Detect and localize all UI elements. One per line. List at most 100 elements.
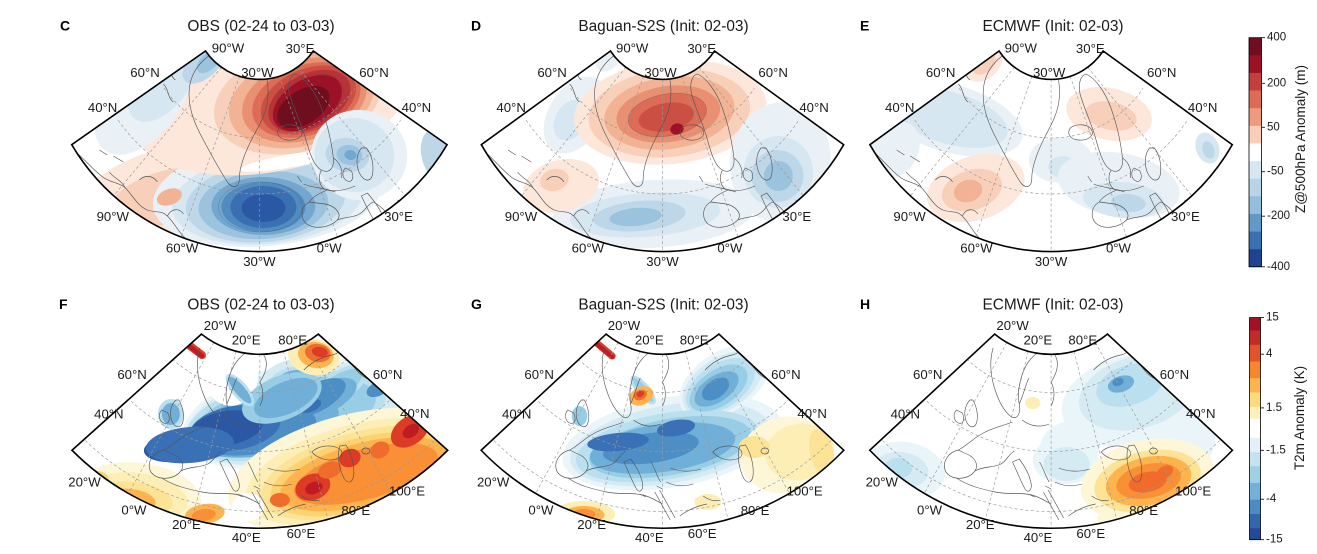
svg-text:30°E: 30°E [782,209,811,224]
svg-text:80°E: 80°E [341,503,370,518]
svg-text:60°N: 60°N [758,65,787,80]
svg-text:40°N: 40°N [502,407,531,422]
svg-text:40°N: 40°N [885,100,914,115]
svg-text:40°N: 40°N [496,100,525,115]
svg-text:100°E: 100°E [389,483,425,498]
svg-text:20°E: 20°E [577,517,606,532]
svg-text:60°N: 60°N [117,367,146,382]
svg-text:D: D [471,18,481,34]
svg-text:20°W: 20°W [866,475,899,490]
svg-text:1.5: 1.5 [1266,402,1282,414]
svg-text:60°N: 60°N [771,367,800,382]
svg-text:30°W: 30°W [241,65,274,80]
svg-text:60°W: 60°W [572,240,605,255]
svg-text:30°E: 30°E [687,41,716,56]
svg-text:-50: -50 [1267,166,1284,178]
svg-text:-400: -400 [1267,261,1290,273]
svg-text:60°N: 60°N [1147,65,1176,80]
svg-text:60°N: 60°N [537,65,566,80]
svg-text:20°W: 20°W [996,318,1029,333]
svg-text:40°N: 40°N [1186,406,1215,421]
svg-text:40°N: 40°N [797,406,826,421]
svg-text:0°W: 0°W [121,503,147,518]
svg-text:60°E: 60°E [1076,526,1105,541]
svg-text:20°W: 20°W [68,475,101,490]
svg-text:90°W: 90°W [1005,41,1038,56]
svg-text:60°N: 60°N [359,65,388,80]
svg-text:40°N: 40°N [891,407,920,422]
svg-text:20°E: 20°E [172,517,201,532]
svg-text:ECMWF (Init: 02-03): ECMWF (Init: 02-03) [982,297,1123,314]
svg-text:80°E: 80°E [1068,333,1097,348]
svg-text:60°W: 60°W [166,240,199,255]
svg-text:100°E: 100°E [787,483,823,498]
svg-text:0°W: 0°W [528,503,554,518]
svg-text:80°E: 80°E [1129,503,1158,518]
svg-text:0°W: 0°W [917,503,943,518]
svg-text:30°W: 30°W [1035,254,1068,269]
svg-text:40°N: 40°N [88,100,117,115]
svg-text:30°W: 30°W [243,254,276,269]
svg-text:20°W: 20°W [204,318,237,333]
svg-text:30°W: 30°W [646,254,679,269]
svg-text:OBS (02-24 to 03-03): OBS (02-24 to 03-03) [187,297,334,314]
svg-text:20°E: 20°E [635,333,664,348]
svg-text:90°W: 90°W [97,209,130,224]
svg-text:0°W: 0°W [717,240,743,255]
svg-text:Z@500hPa Anomaly (m): Z@500hPa Anomaly (m) [1293,65,1308,213]
svg-text:-15: -15 [1266,534,1283,546]
svg-text:30°E: 30°E [1076,41,1105,56]
svg-text:-1.5: -1.5 [1266,444,1286,456]
svg-text:F: F [59,296,68,312]
svg-text:E: E [860,18,869,34]
svg-text:ECMWF (Init: 02-03): ECMWF (Init: 02-03) [982,18,1123,35]
svg-text:200: 200 [1267,77,1286,89]
svg-text:40°N: 40°N [400,406,429,421]
svg-text:G: G [471,296,482,312]
svg-text:20°E: 20°E [966,517,995,532]
svg-text:60°N: 60°N [913,367,942,382]
svg-text:H: H [860,296,870,312]
svg-text:80°E: 80°E [680,333,709,348]
svg-text:20°E: 20°E [232,333,261,348]
svg-text:OBS (02-24 to 03-03): OBS (02-24 to 03-03) [187,18,334,35]
svg-text:80°E: 80°E [741,503,770,518]
svg-text:100°E: 100°E [1175,483,1211,498]
svg-text:80°E: 80°E [278,333,307,348]
svg-text:Baguan-S2S (Init: 02-03): Baguan-S2S (Init: 02-03) [578,297,748,314]
svg-text:60°E: 60°E [287,526,316,541]
svg-text:400: 400 [1267,32,1286,44]
svg-text:0°W: 0°W [1106,240,1132,255]
svg-text:90°W: 90°W [616,41,649,56]
svg-text:40°E: 40°E [232,530,261,545]
svg-text:40°N: 40°N [799,100,828,115]
svg-text:60°E: 60°E [688,526,717,541]
svg-text:40°N: 40°N [402,100,431,115]
svg-text:50: 50 [1267,121,1280,133]
svg-text:C: C [60,18,70,34]
svg-text:40°E: 40°E [635,530,664,545]
svg-text:-200: -200 [1267,210,1290,222]
svg-text:90°W: 90°W [212,41,245,56]
svg-text:90°W: 90°W [505,209,538,224]
svg-text:4: 4 [1266,348,1273,360]
svg-text:40°N: 40°N [94,407,123,422]
svg-text:T2m Anomaly (K): T2m Anomaly (K) [1292,366,1307,470]
svg-text:-4: -4 [1266,493,1277,505]
svg-text:30°W: 30°W [644,65,677,80]
svg-text:60°N: 60°N [524,367,553,382]
svg-text:30°E: 30°E [1171,209,1200,224]
svg-text:90°W: 90°W [893,209,926,224]
svg-text:60°N: 60°N [926,65,955,80]
svg-text:30°W: 30°W [1033,65,1066,80]
svg-text:20°E: 20°E [1023,333,1052,348]
svg-text:30°E: 30°E [384,209,413,224]
svg-text:40°E: 40°E [1024,530,1053,545]
svg-text:60°N: 60°N [1160,367,1189,382]
svg-text:60°W: 60°W [960,240,993,255]
svg-text:Baguan-S2S (Init: 02-03): Baguan-S2S (Init: 02-03) [578,18,748,35]
svg-text:15: 15 [1266,312,1279,324]
svg-text:30°E: 30°E [286,41,315,56]
svg-text:40°N: 40°N [1188,100,1217,115]
svg-text:60°N: 60°N [373,367,402,382]
